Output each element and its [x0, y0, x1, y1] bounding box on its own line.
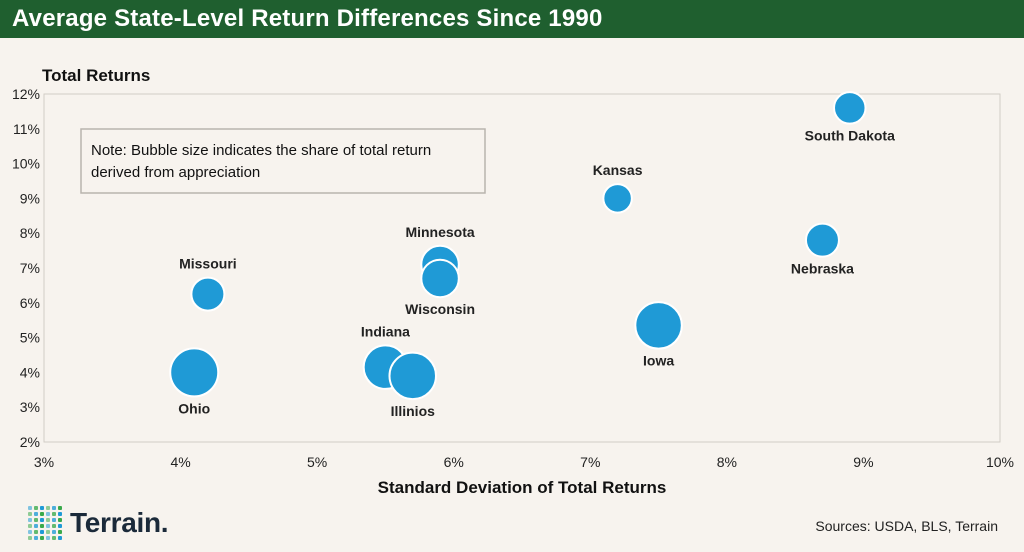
bubble — [169, 347, 220, 398]
bubble — [388, 351, 437, 401]
sources-note: Sources: USDA, BLS, Terrain — [815, 518, 998, 534]
logo-dot — [40, 506, 44, 510]
bubble-label: Indiana — [361, 323, 410, 339]
note-box — [80, 128, 486, 194]
bubble-label: Minnesota — [405, 224, 474, 240]
logo-dot — [58, 506, 62, 510]
logo-dot — [46, 530, 50, 534]
logo-dot — [52, 518, 56, 522]
logo-dot — [58, 512, 62, 516]
bubble-label: Nebraska — [791, 261, 854, 277]
y-tick-label: 9% — [20, 190, 40, 206]
bubble-label: Missouri — [179, 256, 237, 272]
y-tick-label: 12% — [12, 86, 40, 102]
bubble — [420, 258, 460, 299]
x-tick-label: 3% — [34, 454, 54, 470]
page-title: Average State-Level Return Differences S… — [12, 5, 603, 32]
x-tick-label: 10% — [986, 454, 1014, 470]
bubble-label: Ohio — [178, 400, 210, 416]
logo-dot — [40, 536, 44, 540]
logo-dot — [28, 506, 32, 510]
y-tick-label: 11% — [13, 121, 40, 137]
y-tick-label: 6% — [20, 295, 40, 311]
x-tick-label: 7% — [580, 454, 600, 470]
x-tick-label: 6% — [444, 454, 464, 470]
bubble — [833, 91, 867, 125]
logo-dot — [52, 512, 56, 516]
bubble — [804, 222, 840, 258]
bubble-label: South Dakota — [805, 128, 895, 144]
x-tick-label: 8% — [717, 454, 737, 470]
bubble — [190, 276, 226, 312]
bubble-label: Wisconsin — [405, 301, 475, 317]
logo-dot — [40, 512, 44, 516]
logo-dot — [46, 536, 50, 540]
terrain-dot-grid-icon — [28, 506, 62, 540]
y-axis-title: Total Returns — [42, 66, 150, 85]
y-tick-label: 7% — [20, 260, 40, 276]
logo-dot — [34, 536, 38, 540]
logo-text: Terrain. — [70, 507, 169, 538]
logo-dot — [28, 512, 32, 516]
plot-frame — [43, 93, 1001, 443]
terrain-logo: Terrain. — [28, 503, 169, 543]
logo-dot — [34, 512, 38, 516]
note-text: derived from appreciation — [91, 164, 260, 181]
logo-dot — [28, 518, 32, 522]
logo-dot — [52, 506, 56, 510]
x-axis-title: Standard Deviation of Total Returns — [378, 478, 667, 497]
logo-dot — [52, 536, 56, 540]
logo-dot — [34, 530, 38, 534]
logo-dot — [34, 524, 38, 528]
bubble-label: Iowa — [643, 353, 674, 369]
note-text: Note: Bubble size indicates the share of… — [91, 142, 431, 159]
x-tick-label: 5% — [307, 454, 327, 470]
logo-dot — [52, 530, 56, 534]
bubble — [634, 301, 683, 350]
logo-dot — [28, 536, 32, 540]
logo-dot — [46, 506, 50, 510]
logo-dot — [28, 524, 32, 528]
logo-dot — [58, 518, 62, 522]
logo-dot — [40, 524, 44, 528]
y-tick-label: 2% — [20, 434, 40, 450]
logo-dot — [46, 524, 50, 528]
y-tick-label: 3% — [20, 399, 40, 415]
y-tick-label: 5% — [20, 330, 40, 346]
y-tick-label: 8% — [20, 225, 40, 241]
logo-dot — [58, 536, 62, 540]
x-tick-label: 9% — [853, 454, 873, 470]
x-tick-label: 4% — [170, 454, 190, 470]
y-tick-label: 10% — [12, 156, 40, 172]
logo-dot — [34, 506, 38, 510]
y-tick-label: 4% — [20, 364, 40, 380]
logo-dot — [34, 518, 38, 522]
bubble-label: Kansas — [593, 162, 643, 178]
logo-dot — [46, 512, 50, 516]
logo-dot — [58, 524, 62, 528]
logo-dot — [46, 518, 50, 522]
logo-dot — [58, 530, 62, 534]
title-bar: Average State-Level Return Differences S… — [0, 0, 1024, 38]
logo-dot — [40, 530, 44, 534]
logo-dot — [52, 524, 56, 528]
logo-dot — [40, 518, 44, 522]
bubble-label: Illinios — [391, 403, 436, 419]
logo-dot — [28, 530, 32, 534]
bubble — [602, 183, 633, 214]
